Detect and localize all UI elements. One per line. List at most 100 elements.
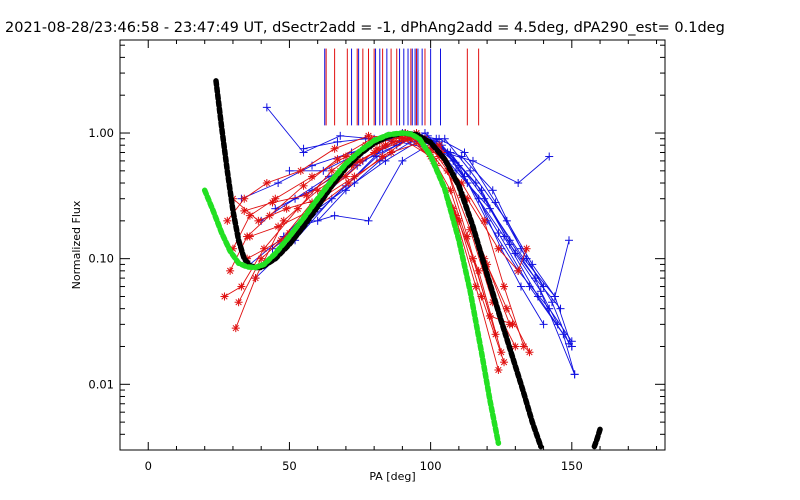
star-marker-stroke — [232, 324, 239, 332]
star-marker — [234, 298, 243, 307]
star-marker — [299, 181, 308, 190]
star-marker-stroke — [486, 312, 494, 320]
star-marker-stroke — [370, 149, 378, 156]
star-marker-stroke — [373, 145, 381, 152]
plus-marker — [299, 144, 308, 153]
series-line-blue — [260, 132, 573, 342]
plus-marker — [564, 339, 573, 348]
y-tick-label: 0.01 — [88, 377, 114, 391]
star-marker — [260, 244, 269, 253]
plus-marker — [466, 166, 475, 175]
star-marker-stroke — [221, 293, 228, 300]
star-marker-stroke — [379, 153, 386, 160]
x-tick-label: 0 — [145, 459, 152, 473]
star-marker — [435, 141, 444, 150]
star-marker — [251, 274, 260, 283]
plus-marker — [341, 186, 350, 195]
plus-marker — [336, 131, 345, 140]
star-marker — [327, 166, 336, 175]
star-marker-stroke — [334, 155, 341, 163]
star-marker-stroke — [365, 132, 372, 139]
plus-marker — [488, 186, 497, 195]
star-marker — [223, 216, 232, 225]
y-tick-label: 0.10 — [88, 252, 114, 266]
star-marker — [268, 198, 277, 207]
plus-marker — [333, 137, 342, 146]
star-marker-stroke — [280, 217, 287, 224]
star-marker-stroke — [500, 283, 508, 290]
y-axis-label: Normalized Flux — [70, 200, 83, 289]
plus-marker — [480, 194, 489, 203]
star-marker-stroke — [331, 145, 338, 152]
star-marker — [494, 244, 503, 253]
star-marker-stroke — [464, 233, 471, 240]
star-marker-stroke — [269, 199, 276, 206]
star-marker — [500, 358, 509, 367]
star-marker — [485, 311, 494, 320]
star-marker-stroke — [246, 233, 254, 240]
series-line-blue — [283, 138, 559, 325]
star-marker — [274, 222, 283, 231]
star-marker-stroke — [515, 267, 522, 274]
star-marker-stroke — [523, 245, 530, 252]
star-marker — [262, 179, 271, 188]
star-marker-stroke — [314, 187, 321, 194]
star-marker — [344, 179, 353, 188]
star-marker — [330, 144, 339, 153]
star-marker-stroke — [495, 245, 502, 252]
star-marker-stroke — [390, 138, 398, 146]
star-marker — [525, 348, 534, 357]
plus-marker — [514, 179, 523, 188]
star-marker — [341, 172, 350, 181]
plus-marker — [570, 370, 579, 379]
plot-data — [201, 48, 603, 450]
plus-marker — [468, 156, 477, 165]
star-marker — [468, 254, 477, 263]
x-tick-label: 150 — [561, 459, 583, 473]
plus-marker — [545, 152, 554, 161]
star-marker-stroke — [342, 173, 350, 180]
star-marker — [502, 304, 511, 313]
star-marker — [519, 342, 528, 351]
plus-marker — [539, 320, 548, 329]
series-line-blue — [289, 135, 544, 287]
star-marker-stroke — [224, 217, 231, 224]
star-marker-stroke — [241, 195, 248, 202]
star-marker — [522, 244, 531, 253]
star-marker — [378, 152, 387, 161]
star-marker — [220, 292, 229, 301]
fit-curve-black — [591, 426, 603, 450]
plus-marker — [330, 211, 339, 220]
plus-marker — [262, 103, 271, 112]
plus-marker — [548, 298, 557, 307]
star-marker-stroke — [241, 207, 248, 215]
star-marker-stroke — [342, 153, 350, 160]
series-line-blue — [303, 138, 550, 184]
star-marker — [231, 324, 240, 333]
star-marker — [494, 365, 503, 374]
star-marker — [282, 204, 291, 213]
series-line-blue — [317, 138, 573, 347]
star-marker-stroke — [263, 179, 270, 187]
star-marker-stroke — [300, 182, 307, 189]
series-line-blue — [241, 135, 561, 309]
plus-marker — [319, 166, 328, 175]
star-marker — [226, 266, 235, 275]
star-marker-stroke — [297, 167, 304, 174]
star-marker-stroke — [469, 255, 477, 262]
plot-frame — [119, 39, 666, 451]
plus-marker — [471, 179, 480, 188]
plus-marker — [522, 254, 531, 263]
plus-marker — [550, 292, 559, 301]
plus-marker — [553, 320, 562, 329]
star-marker — [491, 330, 500, 339]
star-marker — [245, 232, 254, 241]
star-marker-stroke — [492, 331, 499, 338]
star-marker-stroke — [495, 366, 502, 374]
plus-marker — [364, 216, 373, 225]
star-marker — [296, 166, 305, 175]
star-marker — [240, 194, 249, 203]
star-marker-stroke — [303, 192, 310, 199]
star-marker — [302, 191, 311, 200]
